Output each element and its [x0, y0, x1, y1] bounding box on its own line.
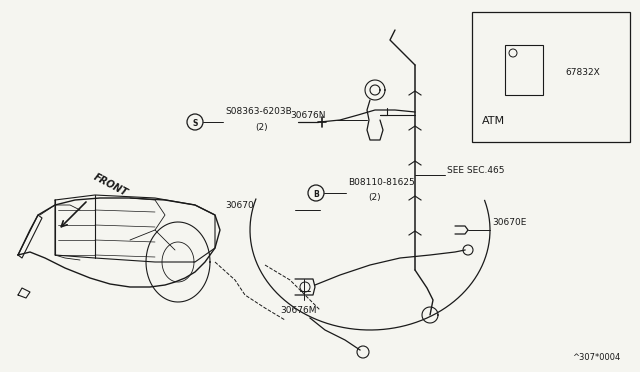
Text: ^307*0004: ^307*0004	[572, 353, 620, 362]
Text: 30670E: 30670E	[492, 218, 526, 227]
Text: 30676M: 30676M	[280, 306, 317, 315]
Text: SEE SEC.465: SEE SEC.465	[447, 166, 504, 175]
Text: (2): (2)	[368, 193, 381, 202]
Text: 67832X: 67832X	[565, 67, 600, 77]
Text: 30670: 30670	[225, 201, 253, 210]
Text: (2): (2)	[255, 123, 268, 132]
Bar	[472, 12, 630, 142]
Bar	[505, 45, 543, 95]
Text: 30676N: 30676N	[290, 111, 326, 120]
Text: S: S	[192, 119, 198, 128]
Circle shape	[308, 185, 324, 201]
Circle shape	[187, 114, 203, 130]
Text: S08363-6203B: S08363-6203B	[225, 107, 292, 116]
Text: FRONT: FRONT	[92, 172, 129, 198]
Text: B08110-81625: B08110-81625	[348, 178, 415, 187]
Text: ATM: ATM	[482, 116, 505, 126]
Text: B: B	[313, 189, 319, 199]
